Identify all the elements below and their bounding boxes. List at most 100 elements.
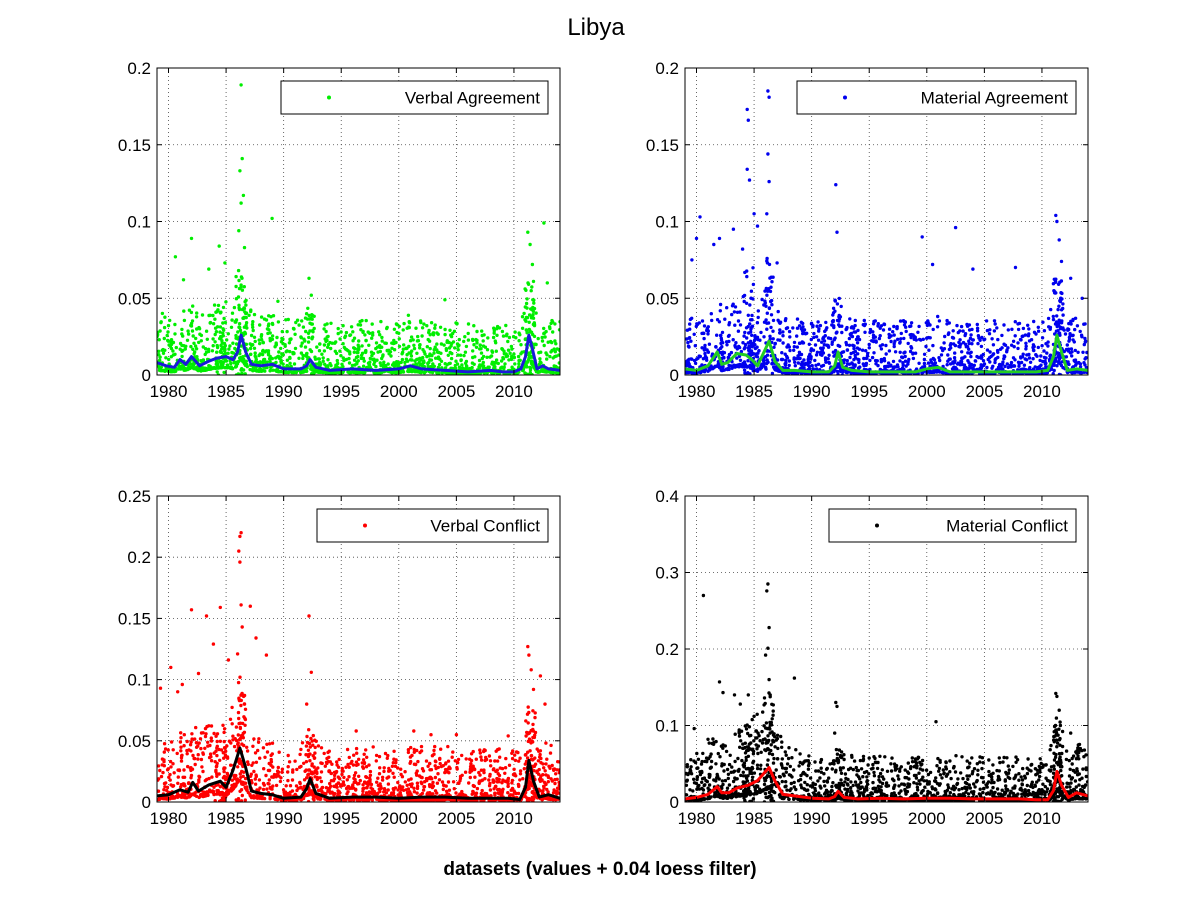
data-point xyxy=(466,338,471,342)
data-point xyxy=(541,773,545,777)
data-point xyxy=(878,367,882,372)
data-point xyxy=(1082,342,1087,347)
data-point xyxy=(473,767,477,772)
data-point xyxy=(427,354,432,358)
data-point xyxy=(700,346,704,350)
data-point xyxy=(262,767,266,771)
data-point xyxy=(930,370,934,374)
y-tick-label: 0.05 xyxy=(118,289,151,308)
data-point xyxy=(743,342,748,347)
data-point xyxy=(963,332,968,336)
data-point xyxy=(248,774,253,778)
data-point xyxy=(1080,296,1084,300)
data-point xyxy=(254,357,258,362)
data-point xyxy=(998,362,1002,367)
data-point xyxy=(690,258,694,262)
data-point xyxy=(765,259,769,263)
data-point xyxy=(867,346,871,350)
data-point xyxy=(540,369,544,373)
data-point xyxy=(1008,363,1012,368)
data-point xyxy=(787,345,791,349)
data-point xyxy=(705,348,709,352)
data-point xyxy=(734,341,738,345)
data-point xyxy=(267,778,271,782)
data-point xyxy=(745,107,749,112)
data-point xyxy=(276,320,281,324)
data-point xyxy=(252,769,256,774)
data-point xyxy=(251,328,255,333)
data-point xyxy=(947,331,951,335)
data-point xyxy=(482,770,486,775)
data-point xyxy=(356,359,360,363)
data-point xyxy=(507,794,512,798)
data-point xyxy=(892,324,896,329)
data-point xyxy=(308,348,312,352)
data-point xyxy=(269,365,273,370)
data-point xyxy=(357,757,361,761)
data-point xyxy=(908,324,912,329)
data-point xyxy=(270,321,275,326)
data-point xyxy=(1017,362,1021,366)
data-point xyxy=(495,768,499,772)
data-point xyxy=(291,326,296,331)
data-point xyxy=(1024,344,1028,348)
data-point xyxy=(214,362,218,366)
data-point xyxy=(261,746,266,750)
data-point xyxy=(463,335,467,339)
data-point xyxy=(501,787,505,791)
data-point xyxy=(901,319,906,323)
data-point xyxy=(1083,322,1087,326)
data-point xyxy=(812,335,816,340)
data-point xyxy=(340,362,344,366)
data-point xyxy=(952,342,956,346)
data-point xyxy=(478,773,482,777)
data-point xyxy=(306,331,311,335)
data-point xyxy=(416,357,420,361)
data-point xyxy=(1052,289,1056,293)
data-point xyxy=(554,342,558,346)
data-point xyxy=(364,748,368,752)
data-point xyxy=(445,340,449,344)
data-point xyxy=(178,347,182,351)
data-point xyxy=(181,278,186,282)
data-point xyxy=(189,773,194,778)
data-point xyxy=(554,354,558,358)
data-point xyxy=(793,364,797,368)
data-point xyxy=(182,309,186,313)
data-point xyxy=(304,369,308,373)
data-point xyxy=(287,760,292,764)
data-point xyxy=(381,353,385,357)
data-point xyxy=(1051,317,1056,322)
data-point xyxy=(767,306,772,310)
data-point xyxy=(157,338,161,342)
data-point xyxy=(429,321,434,325)
data-point xyxy=(291,768,295,772)
data-point xyxy=(288,349,292,354)
data-point xyxy=(889,339,893,344)
data-point xyxy=(745,167,749,171)
data-point xyxy=(190,732,194,736)
data-point xyxy=(931,327,935,332)
data-point xyxy=(211,313,215,318)
data-point xyxy=(286,364,290,368)
data-point xyxy=(454,359,458,363)
data-point xyxy=(413,359,417,363)
x-tick-label: 1985 xyxy=(207,382,245,401)
data-point xyxy=(179,736,183,740)
data-point xyxy=(420,364,424,368)
data-point xyxy=(418,346,422,350)
data-point xyxy=(398,784,402,788)
data-point xyxy=(765,358,769,362)
data-point xyxy=(1061,306,1065,311)
data-point xyxy=(456,757,461,762)
data-point xyxy=(985,365,989,370)
data-point xyxy=(507,358,511,362)
data-point xyxy=(213,340,217,344)
data-point xyxy=(388,370,393,374)
data-point xyxy=(180,332,184,336)
data-point xyxy=(853,364,857,368)
data-point xyxy=(390,363,395,367)
data-point xyxy=(1024,347,1028,351)
data-point xyxy=(837,319,841,323)
